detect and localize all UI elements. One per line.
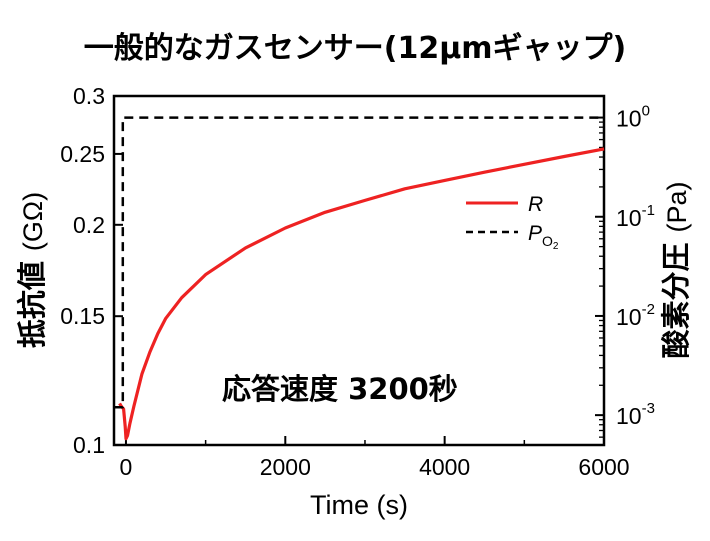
legend: R PO2: [466, 193, 559, 252]
left-y-tick-label-3: 0.25: [60, 141, 105, 167]
right-y-axis-label: 酸素分圧 (Pa): [659, 181, 693, 358]
series-po2-line: [114, 116, 604, 409]
left-y-tick-label-1: 0.15: [60, 303, 105, 329]
plot-frame: [112, 94, 606, 447]
right-y-tick-label-0: 10-3: [616, 400, 655, 429]
left-y-axis-label-unit: (GΩ): [18, 192, 48, 251]
x-axis-label: Time (s): [310, 490, 408, 520]
left-y-axis-ticks: 0.1 0.15 0.2 0.25 0.3: [60, 83, 123, 458]
legend-label-po2-base: P: [528, 222, 542, 245]
legend-label-po2: PO2: [528, 222, 559, 252]
x-tick-label-1: 2000: [260, 454, 311, 480]
right-y-tick-label-1: 10-2: [616, 301, 655, 330]
right-y-tick-label-3: 100: [616, 103, 650, 132]
x-tick-label-3: 6000: [578, 454, 629, 480]
left-y-tick-label-0: 0.1: [73, 432, 105, 458]
left-y-tick-label-2: 0.2: [73, 212, 105, 238]
left-y-tick-label-4: 0.3: [73, 83, 105, 109]
response-time-annotation: 応答速度 3200秒: [222, 372, 458, 406]
right-y-axis-ticks: 10-3 10-2 10-1 100: [595, 103, 655, 438]
chart-title: 一般的なガスセンサー(12μmギャップ): [84, 31, 627, 66]
left-y-axis-label-main: 抵抗値: [15, 261, 49, 348]
right-y-axis-label-unit: (Pa): [662, 181, 692, 232]
series-layer: [114, 116, 605, 441]
right-y-tick-label-2: 10-1: [616, 202, 655, 231]
left-y-axis-label: 抵抗値 (GΩ): [15, 192, 49, 348]
series-r-line: [118, 147, 605, 441]
legend-label-r: R: [528, 193, 543, 216]
x-axis-ticks: 0 2000 4000 6000: [120, 436, 630, 480]
x-tick-label-2: 4000: [419, 454, 470, 480]
legend-label-po2-sub: O: [542, 233, 553, 249]
legend-label-po2-sub2: 2: [553, 241, 559, 252]
x-tick-label-0: 0: [120, 454, 133, 480]
right-y-axis-label-main: 酸素分圧: [659, 243, 693, 359]
